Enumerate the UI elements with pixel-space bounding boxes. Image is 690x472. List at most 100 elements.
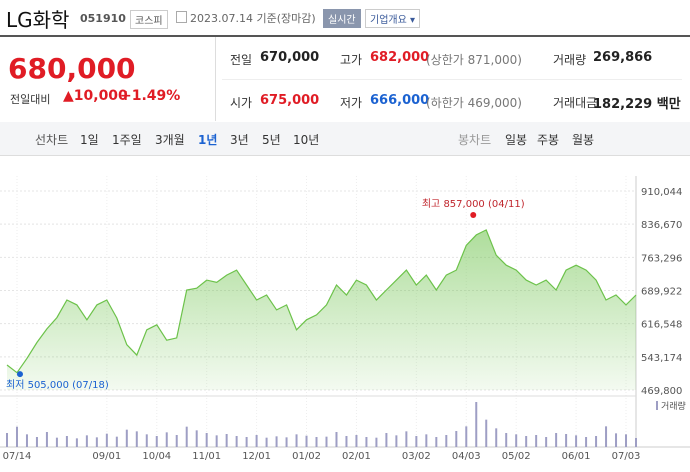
y-tick-label: 910,044 [641, 187, 682, 198]
volume-bar [525, 436, 528, 447]
tab-label: 선차트 [35, 133, 69, 147]
info-value: 269,866 [593, 50, 653, 65]
volume-bar [345, 436, 348, 447]
volume-bar [135, 431, 138, 447]
volume-bar [325, 436, 328, 447]
info-label: 고가 [340, 53, 363, 67]
volume-bar [485, 419, 488, 447]
info-extra: (상한가 871,000) [426, 53, 522, 67]
tab[interactable]: 5년 [262, 133, 281, 147]
volume-bar [335, 432, 338, 447]
volume-bar [385, 433, 388, 447]
volume-bar [55, 437, 58, 447]
tab[interactable]: 월봉 [572, 133, 595, 147]
company-button[interactable]: 기업개요 ▾ [365, 9, 421, 28]
x-tick-label: 06/01 [562, 451, 591, 462]
volume-bar [85, 435, 88, 447]
volume-bar [225, 434, 228, 447]
legend-swatch [656, 401, 658, 410]
x-tick-label: 05/02 [502, 451, 531, 462]
volume-bar [585, 437, 588, 447]
info-value: 675,000 [260, 93, 320, 108]
y-tick-label: 543,174 [641, 353, 682, 364]
change-label: 전일대비 [10, 93, 51, 106]
volume-bar [555, 433, 558, 447]
high-label: 최고 857,000 (04/11) [422, 198, 525, 210]
volume-bar [305, 435, 308, 447]
tab[interactable]: 주봉 [537, 133, 560, 147]
volume-bar [25, 434, 28, 447]
volume-bar [565, 434, 568, 447]
tab-bar [0, 122, 690, 156]
volume-bar [395, 435, 398, 447]
tab[interactable]: 3년 [230, 133, 249, 147]
volume-bar [105, 433, 108, 447]
date: 2023.07.14 기준(장마감) [190, 12, 316, 25]
tab[interactable]: 일봉 [505, 133, 528, 147]
volume-bar [235, 436, 238, 447]
volume-bar [605, 426, 608, 447]
rate: +1.49% [120, 88, 181, 104]
volume-bar [575, 435, 578, 447]
volume-bar [285, 437, 288, 447]
volume-bar [145, 434, 148, 447]
volume-bar [35, 437, 38, 447]
volume-bar [635, 438, 637, 447]
divider [222, 79, 682, 80]
volume-bar [6, 433, 8, 447]
tab[interactable]: 10년 [293, 133, 320, 147]
tab-label: 봉차트 [458, 133, 492, 147]
volume-bar [265, 437, 268, 447]
volume-bar [255, 435, 258, 447]
volume-bar [15, 426, 18, 447]
volume-bar [355, 435, 358, 447]
volume-bar [475, 402, 478, 447]
x-tick-label: 10/04 [142, 451, 171, 462]
tab[interactable]: 3개월 [155, 133, 185, 147]
info-extra: (하한가 469,000) [426, 96, 522, 110]
info-label: 거래대금 [553, 96, 598, 110]
info-label: 시가 [230, 96, 253, 110]
high-dot [470, 211, 477, 218]
volume-bar [615, 433, 618, 447]
volume-bar [445, 435, 448, 447]
realtime-button[interactable]: 실시간 [323, 9, 361, 28]
volume-bar [205, 433, 208, 447]
change: ▲10,000 [63, 88, 128, 104]
low-dot [16, 371, 23, 378]
price-line [6, 229, 637, 374]
info-label: 전일 [230, 53, 253, 67]
y-tick-label: 689,922 [641, 287, 682, 298]
volume-bar [175, 435, 178, 447]
chart: 910,044 836,670 763,296 689,922 616,548 543,1… [0, 176, 690, 462]
info-label: 저가 [340, 96, 363, 110]
market-badge: 코스피 [130, 10, 168, 29]
y-tick-label: 763,296 [641, 253, 682, 264]
tab[interactable]: 1일 [80, 133, 99, 147]
volume-bar [125, 429, 128, 447]
volume-bar [625, 434, 628, 447]
info-value: 670,000 [260, 50, 320, 65]
y-tick-label: 469,800 [641, 386, 682, 397]
volume-bar [315, 437, 318, 447]
volume-bar [375, 437, 378, 447]
x-tick-label: 07/03 [612, 451, 641, 462]
x-tick-label: 02/01 [342, 451, 371, 462]
tab[interactable]: 1년 [198, 133, 218, 147]
x-tick-label: 04/03 [452, 451, 481, 462]
volume-bar [455, 431, 458, 447]
x-tick-label: 03/02 [402, 451, 431, 462]
volume-bar [45, 432, 48, 447]
tab[interactable]: 1주일 [112, 133, 142, 147]
volume-bar [295, 434, 298, 447]
title: LG화학 [6, 8, 70, 32]
x-tick-label: 11/01 [192, 451, 221, 462]
info-value: 666,000 [370, 93, 430, 108]
company-text: 기업개요 [370, 15, 407, 26]
volume-bar [465, 426, 468, 447]
volume-bar [155, 436, 158, 447]
y-tick-label: 836,670 [641, 220, 682, 231]
info-value: 682,000 [370, 50, 430, 65]
volume-bar [405, 431, 408, 447]
